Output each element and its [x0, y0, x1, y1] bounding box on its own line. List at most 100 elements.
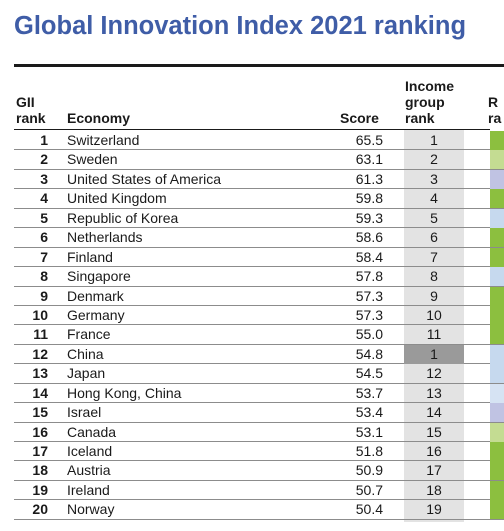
- table-row: 18 Austria 50.9 17: [14, 461, 504, 481]
- gii-rank-cell: 4: [40, 190, 48, 207]
- income-group-rank-cell: 12: [426, 365, 442, 382]
- table-row: 8 Singapore 57.8 8: [14, 267, 504, 287]
- economy-cell: Canada: [67, 423, 117, 440]
- table-row: 10 Germany 57.3 10: [14, 305, 504, 326]
- region-color-swatch: [490, 383, 504, 403]
- gii-rank-cell: 20: [32, 501, 48, 518]
- gii-rank-cell: 2: [40, 151, 48, 168]
- table-row: 9 Denmark 57.3 9: [14, 286, 504, 306]
- header-income-line1: Income: [405, 78, 455, 94]
- header-income-group-rank: Income group rank: [405, 78, 454, 126]
- score-cell: 50.4: [355, 501, 383, 518]
- gii-rank-cell: 16: [32, 423, 48, 440]
- income-group-rank-cell: 19: [426, 501, 442, 518]
- economy-cell: Hong Kong, China: [67, 384, 182, 401]
- region-color-swatch: [490, 461, 504, 481]
- gii-rank-cell: 10: [32, 306, 48, 323]
- score-cell: 50.9: [355, 462, 383, 479]
- score-cell: 59.3: [355, 209, 383, 226]
- score-cell: 54.5: [355, 365, 383, 382]
- gii-rank-cell: 12: [32, 345, 48, 362]
- score-cell: 65.5: [355, 132, 383, 148]
- economy-cell: France: [67, 326, 111, 343]
- score-cell: 53.7: [355, 384, 383, 401]
- economy-cell: United Kingdom: [67, 190, 167, 207]
- gii-rank-cell: 8: [40, 268, 48, 285]
- region-color-swatch: [490, 422, 504, 442]
- income-group-rank-cell: 5: [430, 209, 438, 226]
- economy-cell: Germany: [67, 306, 125, 323]
- gii-rank-cell: 14: [32, 384, 48, 401]
- gii-rank-cell: 19: [32, 481, 48, 498]
- economy-cell: Austria: [67, 462, 111, 479]
- region-color-swatch: [490, 403, 504, 423]
- header-region-line2: ra: [488, 110, 502, 126]
- header-score: Score: [340, 110, 379, 126]
- score-cell: 57.8: [355, 268, 383, 285]
- score-cell: 53.4: [355, 404, 383, 421]
- gii-rank-cell: 7: [40, 248, 48, 265]
- ranking-table: 1 Switzerland 65.5 1 2 Sweden 63.1 2 3 United Sta…: [14, 131, 504, 520]
- score-cell: 59.8: [355, 190, 383, 207]
- income-group-rank-cell: 15: [426, 423, 442, 440]
- region-color-swatch: [490, 131, 504, 150]
- score-cell: 50.7: [355, 481, 383, 498]
- region-color-swatch: [490, 286, 504, 306]
- region-color-swatch: [490, 364, 504, 384]
- table-row: 4 United Kingdom 59.8 4: [14, 189, 504, 209]
- region-color-swatch: [490, 150, 504, 170]
- score-cell: 54.8: [355, 345, 383, 362]
- income-group-rank-cell: 7: [430, 248, 438, 265]
- income-group-rank-cell: 18: [426, 481, 442, 498]
- region-color-swatch: [490, 442, 504, 461]
- region-color-swatch: [490, 344, 504, 364]
- economy-cell: Japan: [67, 365, 106, 382]
- income-group-rank-cell: 17: [426, 462, 442, 479]
- page-title: Global Innovation Index 2021 ranking: [14, 12, 467, 40]
- score-cell: 51.8: [355, 443, 383, 459]
- table-row: 14 Hong Kong, China 53.7 13: [14, 383, 504, 404]
- gii-rank-cell: 15: [32, 404, 48, 421]
- header-divider: [14, 129, 490, 130]
- table-row: 13 Japan 54.5 12: [14, 364, 504, 384]
- region-color-swatch: [490, 247, 504, 267]
- region-color-swatch: [490, 325, 504, 345]
- region-color-swatch: [490, 208, 504, 228]
- region-color-swatch: [490, 169, 504, 189]
- gii-rank-cell: 5: [40, 209, 48, 226]
- table-row: 16 Canada 53.1 15: [14, 422, 504, 442]
- income-group-rank-cell: 1: [430, 132, 438, 148]
- table-row: 15 Israel 53.4 14: [14, 403, 504, 423]
- title-divider: [14, 64, 504, 67]
- header-gii-rank-line2: rank: [16, 110, 46, 126]
- header-income-line2: group: [405, 94, 445, 110]
- score-cell: 55.0: [355, 326, 383, 343]
- score-cell: 53.1: [355, 423, 383, 440]
- economy-cell: Norway: [67, 501, 115, 518]
- income-group-rank-cell: 10: [426, 306, 442, 323]
- region-color-swatch: [490, 480, 504, 500]
- table-row: 19 Ireland 50.7 18: [14, 480, 504, 501]
- economy-cell: Ireland: [67, 481, 110, 498]
- income-group-rank-cell: 3: [430, 170, 438, 187]
- income-group-rank-cell: 16: [426, 443, 442, 459]
- table-row: 12 China 54.8 1: [14, 344, 504, 365]
- region-color-swatch: [490, 228, 504, 248]
- region-color-swatch: [490, 500, 504, 520]
- income-group-rank-cell: 8: [430, 268, 438, 285]
- header-economy: Economy: [67, 110, 131, 126]
- table-row: 20 Norway 50.4 19: [14, 500, 504, 520]
- score-cell: 57.3: [355, 306, 383, 323]
- gii-rank-cell: 17: [32, 443, 48, 459]
- income-column-background: [404, 130, 464, 522]
- economy-cell: Switzerland: [67, 132, 140, 148]
- income-group-rank-cell: 2: [430, 151, 438, 168]
- economy-cell: United States of America: [67, 170, 222, 187]
- table-row: 7 Finland 58.4 7: [14, 247, 504, 268]
- income-group-rank-cell: 9: [430, 287, 438, 304]
- income-group-rank-cell: 1: [404, 344, 464, 364]
- region-color-swatch: [490, 267, 504, 287]
- income-group-rank-cell: 11: [426, 326, 442, 343]
- income-group-rank-cell: 6: [430, 229, 438, 246]
- economy-cell: Republic of Korea: [67, 209, 179, 226]
